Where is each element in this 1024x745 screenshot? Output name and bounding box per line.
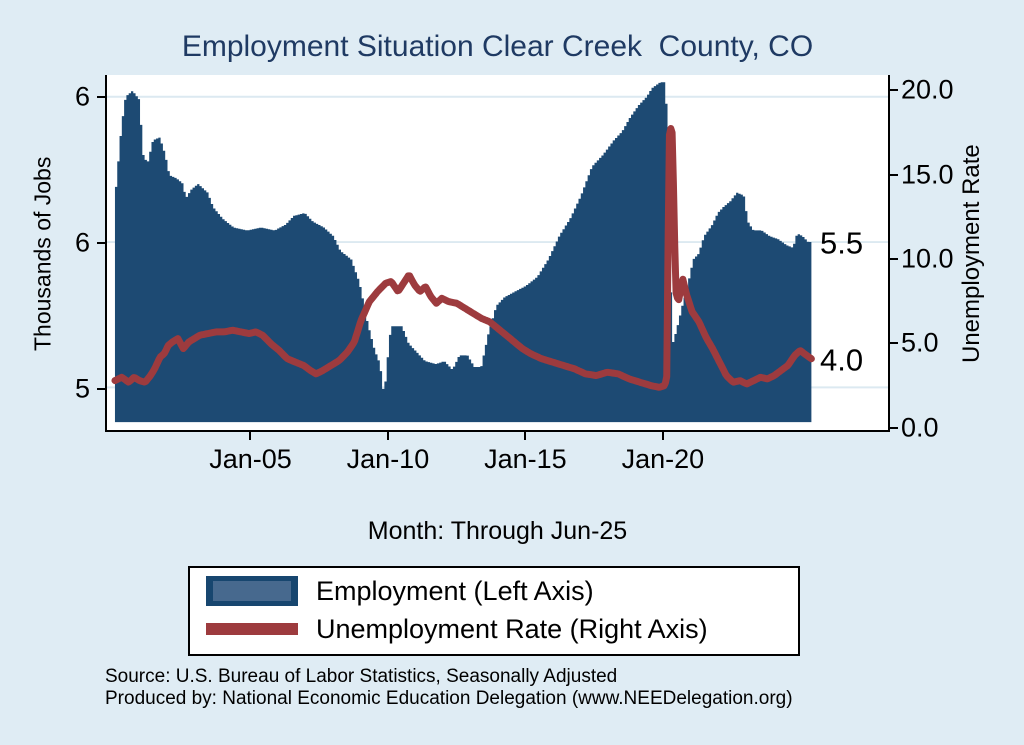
plot-area xyxy=(105,75,890,432)
x-axis-tick-label: Jan-20 xyxy=(621,444,705,474)
legend-label-employment: Employment (Left Axis) xyxy=(316,575,594,606)
source-note: Source: U.S. Bureau of Labor Statistics,… xyxy=(105,666,985,709)
axis-tick-mark xyxy=(890,342,898,345)
x-axis-title: Month: Through Jun-25 xyxy=(367,517,628,545)
axis-tick-mark xyxy=(661,432,664,440)
producer-line: Produced by: National Economic Education… xyxy=(105,687,793,709)
chart-canvas xyxy=(107,82,888,423)
axis-tick-mark xyxy=(386,432,389,440)
axis-tick-mark xyxy=(890,173,898,176)
axis-tick-mark xyxy=(97,95,105,98)
legend-row-employment: Employment (Left Axis) xyxy=(190,574,798,608)
area-swatch-icon xyxy=(206,576,298,606)
axis-tick-mark xyxy=(97,241,105,244)
line-swatch-icon xyxy=(206,623,298,635)
axis-tick-mark xyxy=(97,388,105,391)
employment-end-value-label: 5.5 xyxy=(820,225,864,261)
axis-tick-mark xyxy=(890,426,898,429)
employment-area-series xyxy=(114,82,812,423)
right-axis-tick-label: 20.0 xyxy=(901,74,954,105)
legend-row-unemployment: Unemployment Rate (Right Axis) xyxy=(190,612,798,646)
legend: Employment (Left Axis) Unemployment Rate… xyxy=(188,566,800,656)
axis-tick-mark xyxy=(524,432,527,440)
right-axis-title: Unemployment Rate xyxy=(958,144,985,363)
axis-tick-mark xyxy=(890,89,898,92)
area-swatch-fill xyxy=(213,581,291,601)
chart-title: Employment Situation Clear Creek County,… xyxy=(181,30,814,63)
right-axis-tick-label: 15.0 xyxy=(901,159,954,189)
axis-tick-mark xyxy=(890,257,898,260)
legend-label-unemployment: Unemployment Rate (Right Axis) xyxy=(316,613,708,644)
left-axis-tick-label: 6 xyxy=(74,81,90,112)
axis-tick-mark xyxy=(249,432,252,440)
unemployment-line-swatch xyxy=(206,623,298,635)
x-axis-tick-label: Jan-05 xyxy=(209,444,292,474)
employment-area-swatch xyxy=(206,576,298,606)
source-line: Source: U.S. Bureau of Labor Statistics,… xyxy=(105,666,618,687)
right-axis-tick-label: 5.0 xyxy=(901,327,939,358)
left-axis-tick-label: 6 xyxy=(74,227,90,258)
x-axis-tick-label: Jan-15 xyxy=(484,444,567,474)
x-axis-tick-label: Jan-10 xyxy=(346,444,430,474)
left-axis-tick-label: 5 xyxy=(74,373,90,404)
right-axis-tick-label: 0.0 xyxy=(901,412,939,443)
right-axis-tick-label: 10.0 xyxy=(901,243,954,274)
unemployment-line-series xyxy=(111,125,815,391)
unemployment-end-value-label: 4.0 xyxy=(820,342,864,378)
